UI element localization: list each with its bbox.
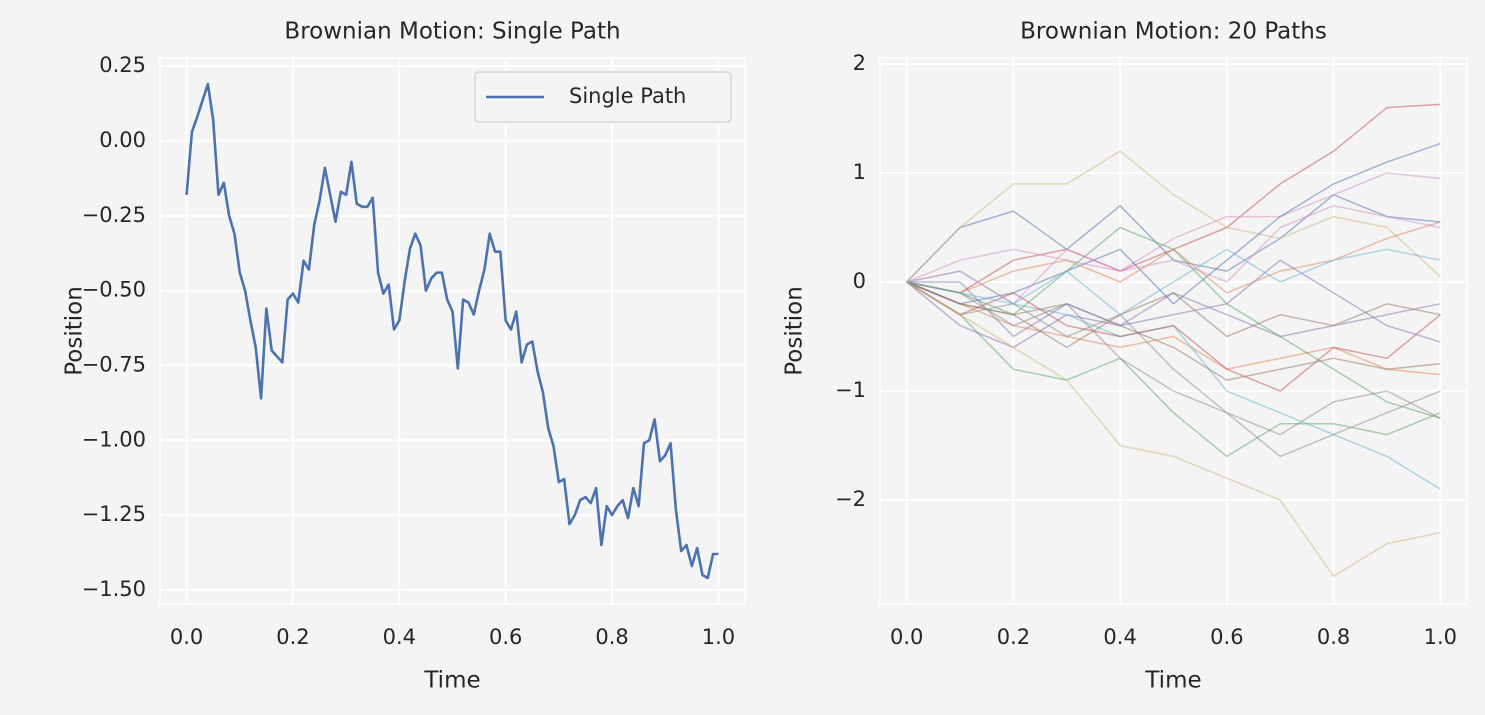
x-tick-label: 0.8 xyxy=(1317,625,1350,649)
data-line xyxy=(906,172,1441,283)
y-axis-label: Position xyxy=(62,286,88,376)
data-line xyxy=(906,281,1441,458)
x-tick-label: 0.4 xyxy=(383,625,416,649)
x-tick-label: 1.0 xyxy=(702,625,735,649)
axes: 0.0 0.2 0.4 0.6 0.8 1.0 −1.50 −1.25 −1.00 −0.75 −0… xyxy=(62,19,746,694)
x-tick-label: 0.2 xyxy=(997,625,1030,649)
x-tick-label: 1.0 xyxy=(1424,625,1457,649)
y-tick-label: −0.50 xyxy=(82,278,146,302)
data-line xyxy=(906,204,1441,305)
y-tick-label: 0 xyxy=(853,269,866,293)
x-tick-label: 0.6 xyxy=(1210,625,1243,649)
y-tick-label: −1.50 xyxy=(82,577,146,601)
x-tick-label: 0.0 xyxy=(890,625,923,649)
data-line xyxy=(906,281,1441,349)
data-line xyxy=(906,248,1441,316)
y-tick-label: −0.75 xyxy=(82,352,146,376)
x-tick-label: 0.2 xyxy=(276,625,309,649)
y-tick-label: −2 xyxy=(835,487,866,511)
x-tick-label: 0.6 xyxy=(489,625,522,649)
data-line xyxy=(185,82,719,580)
axes: 0.0 0.2 0.4 0.6 0.8 1.0 −2 −1 0 1 2 Brownian Motion… xyxy=(782,19,1468,694)
data-line xyxy=(906,150,1441,283)
legend-label: Single Path xyxy=(569,84,686,108)
x-tick-label: 0.4 xyxy=(1103,625,1136,649)
x-axis-label: Time xyxy=(423,668,480,694)
chart-title: Brownian Motion: Single Path xyxy=(284,19,620,45)
y-tick-label: −1.00 xyxy=(82,427,146,451)
x-tick-label: 0.8 xyxy=(595,625,628,649)
data-line xyxy=(906,226,1441,419)
x-axis-label: Time xyxy=(1144,668,1201,694)
chart-title: Brownian Motion: 20 Paths xyxy=(1020,19,1327,45)
x-tick-label: 0.0 xyxy=(170,625,203,649)
plot-area xyxy=(879,57,1468,605)
y-tick-label: 2 xyxy=(853,51,866,75)
data-line xyxy=(906,142,1441,305)
y-axis-label: Position xyxy=(782,286,808,376)
y-tick-label: −1 xyxy=(835,378,866,402)
plot-area xyxy=(159,57,746,605)
data-line xyxy=(906,281,1441,578)
y-tick-label: 0.00 xyxy=(99,128,146,152)
y-tick-label: 1 xyxy=(853,160,866,184)
y-tick-label: −1.25 xyxy=(82,502,146,526)
legend: Single Path xyxy=(474,71,732,123)
data-line xyxy=(906,259,1441,343)
y-tick-label: 0.25 xyxy=(99,53,146,77)
legend-box xyxy=(474,71,732,123)
y-tick-label: −0.25 xyxy=(82,203,146,227)
